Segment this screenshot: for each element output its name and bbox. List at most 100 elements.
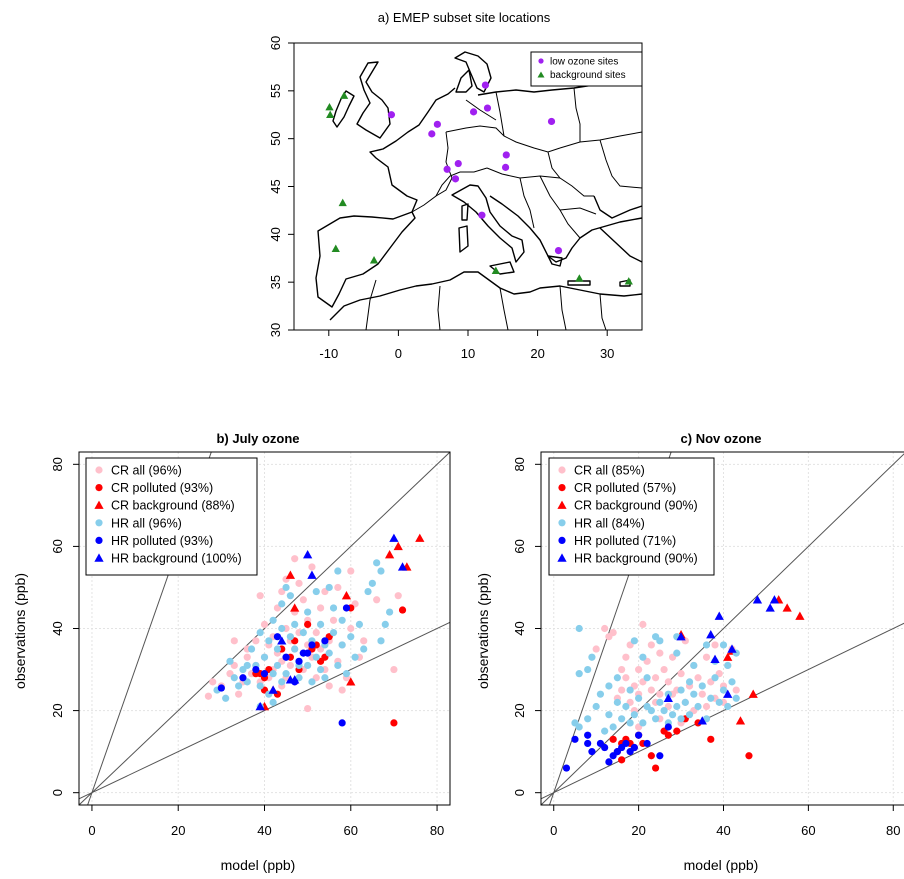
july-y-tick-label: 80	[50, 457, 65, 471]
july-data-point	[256, 682, 264, 690]
july-x-tick-label: 40	[257, 823, 271, 838]
nov-data-point	[622, 674, 630, 682]
nov-data-point	[673, 727, 681, 735]
low-ozone-site-marker	[502, 151, 510, 159]
nov-data-point	[702, 653, 711, 661]
nov-data-point	[656, 649, 664, 657]
july-data-point	[364, 587, 372, 596]
july-data-point	[230, 637, 238, 645]
july-points	[204, 533, 425, 727]
july-data-point	[308, 678, 316, 686]
july-data-point	[243, 661, 251, 670]
nov-data-point	[707, 735, 715, 743]
july-data-point	[277, 636, 287, 645]
nov-data-point	[685, 678, 694, 686]
july-data-point	[299, 596, 307, 604]
nov-x-tick-label: 40	[716, 823, 730, 838]
july-ozone-scatter: b) July ozone model (ppb) observations (…	[12, 431, 451, 873]
nov-data-point	[782, 603, 792, 612]
nov-data-point	[605, 682, 613, 690]
nov-x-tick-label: 60	[801, 823, 815, 838]
background-site-marker	[339, 91, 349, 99]
nov-data-point	[601, 727, 609, 735]
nov-data-point	[626, 686, 634, 694]
nov-data-point	[622, 739, 630, 748]
nov-data-point	[702, 702, 711, 711]
july-data-point	[386, 608, 394, 616]
july-data-point	[355, 620, 364, 628]
nov-data-point	[613, 674, 621, 682]
july-data-point	[351, 653, 359, 661]
nov-legend-marker	[557, 500, 567, 509]
july-legend-label: CR all (96%)	[111, 464, 182, 478]
nov-data-point	[630, 743, 638, 752]
july-data-point	[226, 657, 234, 665]
low-ozone-site-marker	[451, 175, 460, 183]
nov-legend-marker	[558, 536, 566, 545]
nov-reference-line	[541, 622, 904, 800]
nov-data-point	[630, 637, 638, 645]
july-data-point	[312, 653, 320, 661]
nov-data-point	[630, 711, 638, 719]
low-ozone-site-marker	[478, 211, 486, 219]
nov-x-axis-label: model (ppb)	[684, 857, 759, 873]
july-data-point	[321, 674, 329, 682]
july-data-point	[222, 694, 230, 702]
july-data-point	[368, 579, 376, 587]
nov-points	[562, 595, 805, 772]
july-legend-label: CR background (88%)	[111, 499, 235, 513]
nov-x-tick-label: 80	[886, 823, 900, 838]
july-data-point	[286, 592, 294, 600]
july-data-point	[269, 670, 277, 678]
july-data-point	[308, 563, 316, 571]
july-legend-marker	[95, 484, 103, 492]
map-x-tick-label: -10	[319, 346, 338, 361]
nov-data-point	[639, 653, 647, 661]
nov-legend-label: HR polluted (71%)	[574, 534, 676, 548]
nov-y-tick-label: 60	[512, 539, 527, 553]
nov-axes: 0 20 40 60 80 0 20 40 60 80	[512, 457, 901, 838]
nov-data-point	[635, 694, 643, 702]
july-data-point	[347, 624, 355, 633]
nov-data-point	[697, 716, 707, 725]
nov-data-point	[592, 702, 600, 711]
july-data-point	[282, 653, 290, 661]
july-data-point	[269, 616, 277, 624]
low-ozone-site-marker	[547, 117, 556, 126]
nov-data-point	[609, 735, 617, 743]
nov-data-point	[664, 678, 672, 686]
july-data-point	[338, 641, 346, 649]
july-data-point	[295, 579, 303, 587]
nov-data-point	[562, 764, 571, 772]
nov-legend-marker	[558, 466, 566, 474]
background-site-marker	[624, 277, 633, 285]
july-data-point	[334, 661, 342, 670]
july-data-point	[312, 629, 320, 637]
july-data-point	[325, 682, 333, 690]
nov-data-point	[626, 719, 634, 727]
country-borders	[365, 87, 643, 331]
low-ozone-site-marker	[483, 104, 492, 112]
july-x-axis-label: model (ppb)	[221, 857, 296, 873]
nov-data-point	[635, 665, 643, 674]
july-data-point	[290, 675, 300, 684]
nov-data-point	[575, 670, 583, 678]
july-x-tick-label: 20	[171, 823, 185, 838]
nov-data-point	[714, 611, 724, 620]
nov-data-point	[719, 641, 728, 649]
nov-legend-label: CR all (85%)	[574, 464, 645, 478]
nov-data-point	[651, 715, 660, 723]
nov-data-point	[745, 752, 753, 760]
nov-ozone-scatter: c) Nov ozone model (ppb) observations (p…	[475, 431, 904, 873]
nov-legend-marker	[557, 553, 567, 562]
july-data-point	[252, 665, 260, 674]
map-y-tick-label: 50	[268, 131, 283, 145]
july-data-point	[291, 645, 299, 653]
nov-data-point	[656, 752, 664, 760]
map-legend-box	[530, 51, 643, 87]
nov-data-point	[698, 690, 706, 698]
nov-data-point	[752, 595, 763, 604]
nov-data-point	[710, 654, 720, 663]
nov-data-point	[724, 661, 732, 670]
july-reference-line	[87, 452, 212, 805]
